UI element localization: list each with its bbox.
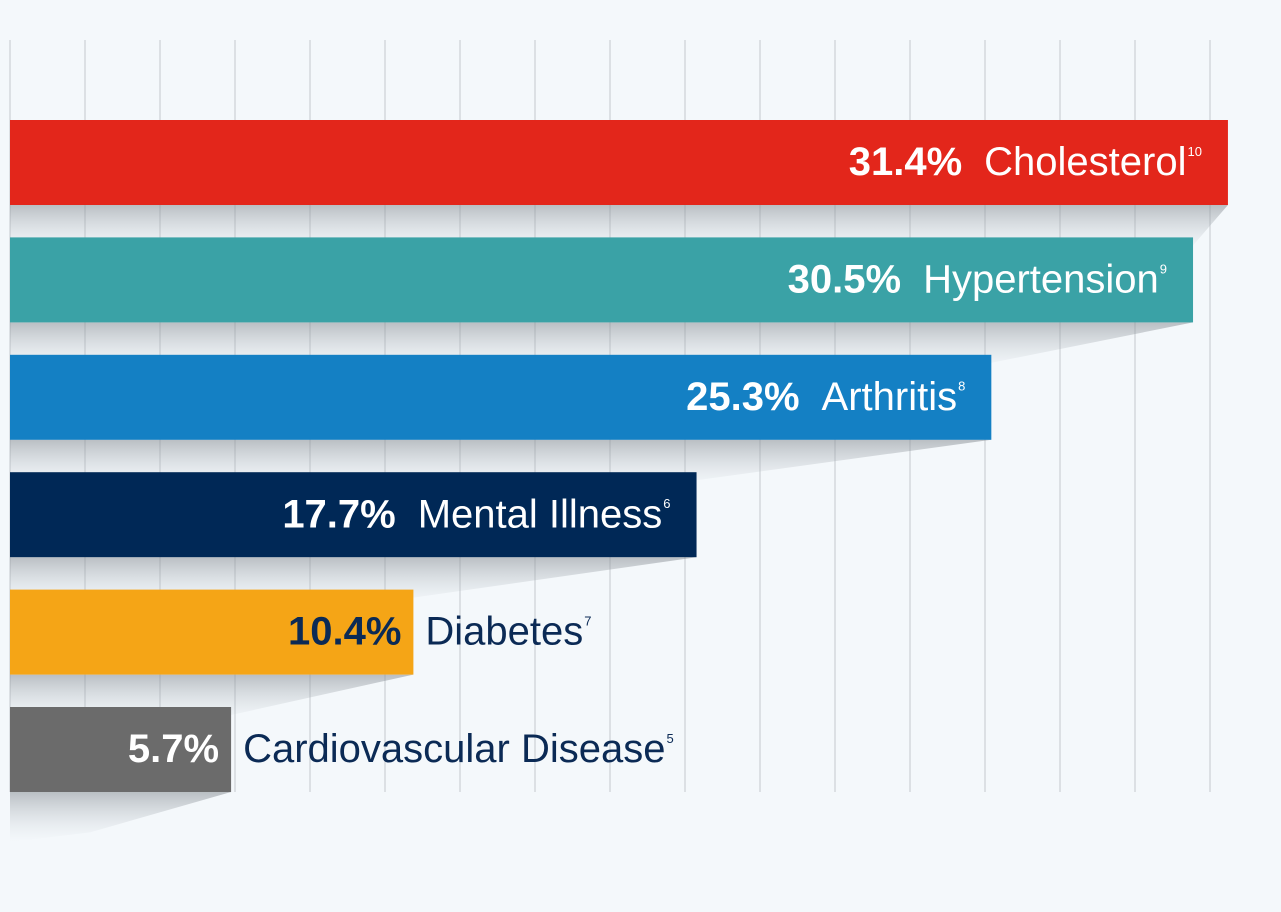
bar — [10, 472, 697, 558]
footnote: 10 — [1187, 144, 1201, 159]
value-label: 10.4% — [288, 610, 401, 654]
footnote: 5 — [666, 731, 673, 746]
value-label: 25.3% — [686, 375, 799, 419]
footnote: 9 — [1160, 261, 1167, 276]
category-label: Diabetes — [425, 610, 583, 654]
value-label: 31.4% — [849, 140, 962, 184]
footnote: 6 — [663, 496, 670, 511]
bar — [10, 354, 992, 440]
category-label: Cardiovascular Disease — [243, 727, 665, 771]
category-label: Hypertension — [923, 257, 1159, 301]
category-label: Mental Illness — [418, 492, 663, 536]
footnote: 8 — [958, 379, 965, 394]
bar — [10, 237, 1194, 323]
category-label: Cholesterol — [984, 140, 1186, 184]
category-label: Arthritis — [822, 375, 958, 419]
footnote: 7 — [584, 614, 591, 629]
bar — [10, 120, 1228, 205]
value-label: 5.7% — [128, 727, 219, 771]
value-label: 30.5% — [788, 257, 901, 301]
bar-shadow — [10, 792, 232, 842]
value-label: 17.7% — [282, 492, 395, 536]
bar — [10, 589, 414, 675]
bar — [10, 707, 232, 792]
